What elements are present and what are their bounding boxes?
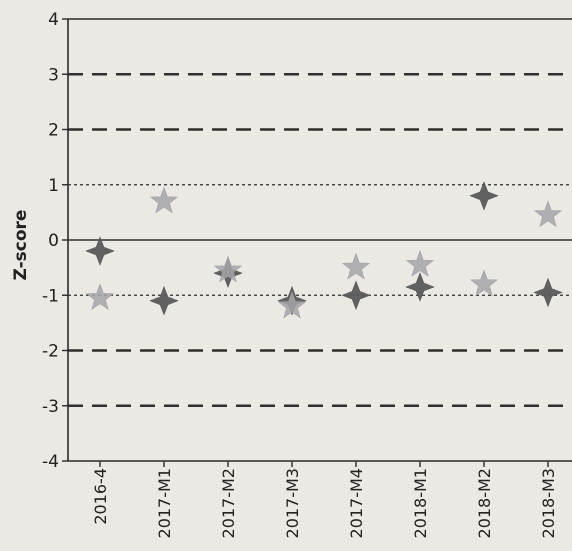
y-tick-label: 1 [48,176,59,196]
reference-lines [68,73,572,407]
light-star-point [85,283,115,311]
light-star-point [533,200,563,228]
x-tick-label: 2017-M3 [283,468,302,538]
y-tick-label: -2 [42,342,59,362]
light-star-point [341,252,371,280]
dark-diamond-point [533,277,563,308]
x-tick-label: 2018-M3 [539,468,558,538]
x-tick-label: 2017-M4 [347,468,366,538]
light-star-point [469,269,499,297]
y-axis-title: Z-score [11,210,31,281]
axes: 4 3 2 1 0 -1 -2 -3 -4 2016-4 2017-M1 2017-M2 2017-M3… [42,10,572,538]
x-tick-label: 2017-M1 [155,468,174,538]
x-tick-label: 2018-M1 [411,468,430,538]
light-star-point [213,255,243,283]
y-tick-label: -4 [42,452,59,472]
dark-diamond-point [149,285,179,316]
light-star-point [149,186,179,214]
data-points [85,180,563,319]
y-tick-label: 2 [48,121,59,141]
y-tick-label: -3 [42,397,59,417]
light-star-point [277,291,307,319]
dark-diamond-point [85,236,115,266]
dark-diamond-point [469,180,499,211]
x-tick-label: 2016-4 [91,468,110,525]
x-tick-label: 2017-M2 [219,468,238,538]
light-star-point [405,249,435,277]
y-tick-label: 3 [48,65,59,85]
x-tick-label: 2018-M2 [475,468,494,538]
dark-diamond-point [405,272,435,302]
dark-diamond-point [341,280,371,311]
y-tick-label: 4 [48,10,59,30]
y-tick-label: -1 [42,286,59,306]
y-tick-label: 0 [48,231,59,251]
